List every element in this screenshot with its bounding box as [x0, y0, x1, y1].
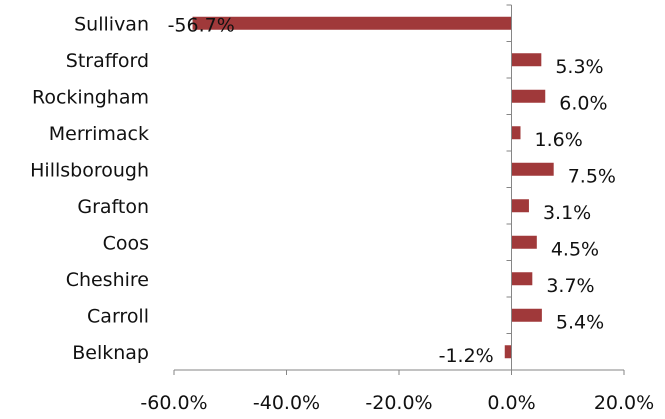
x-tick-label: -20.0%	[365, 392, 432, 414]
axes-group: -60.0% -40.0% -20.0% 0.0% 20.0%	[140, 4, 654, 414]
data-label: 4.5%	[551, 238, 599, 260]
bars-group	[192, 16, 554, 359]
labels-group: Belknap -1.2% Carroll 5.4% Cheshire 3.7% Coos 4…	[30, 13, 616, 367]
x-tick-label: 20.0%	[594, 392, 654, 414]
bar-carroll	[511, 308, 542, 322]
bar-cheshire	[511, 272, 533, 286]
data-label: 7.5%	[568, 165, 616, 187]
bar-sullivan	[192, 16, 512, 30]
x-tick-label: -40.0%	[253, 392, 320, 414]
data-label: 3.7%	[546, 275, 594, 297]
data-label: 3.1%	[543, 202, 591, 224]
bar-hillsborough	[511, 162, 554, 176]
category-label: Grafton	[77, 196, 149, 218]
category-label: Hillsborough	[30, 159, 149, 181]
bar-belknap	[504, 345, 512, 359]
category-label: Carroll	[87, 305, 149, 327]
category-label: Coos	[103, 232, 149, 254]
bar-rockingham	[511, 89, 546, 103]
data-label: 5.4%	[556, 311, 604, 333]
data-label: -1.2%	[439, 345, 494, 367]
category-label: Merrimack	[49, 123, 149, 145]
data-label: 1.6%	[535, 129, 583, 151]
category-label: Belknap	[72, 342, 149, 364]
data-label: 5.3%	[555, 56, 603, 78]
bar-strafford	[511, 53, 542, 67]
bar-grafton	[511, 199, 529, 213]
data-label: 6.0%	[559, 92, 607, 114]
category-label: Rockingham	[32, 86, 149, 108]
bar-merrimack	[511, 126, 521, 140]
category-label: Sullivan	[74, 13, 149, 35]
x-tick-label: 0.0%	[487, 392, 535, 414]
data-label: -56.7%	[168, 14, 235, 36]
x-tick-label: -60.0%	[140, 392, 207, 414]
category-label: Strafford	[66, 50, 149, 72]
category-label: Cheshire	[66, 269, 149, 291]
bar-coos	[511, 235, 537, 249]
